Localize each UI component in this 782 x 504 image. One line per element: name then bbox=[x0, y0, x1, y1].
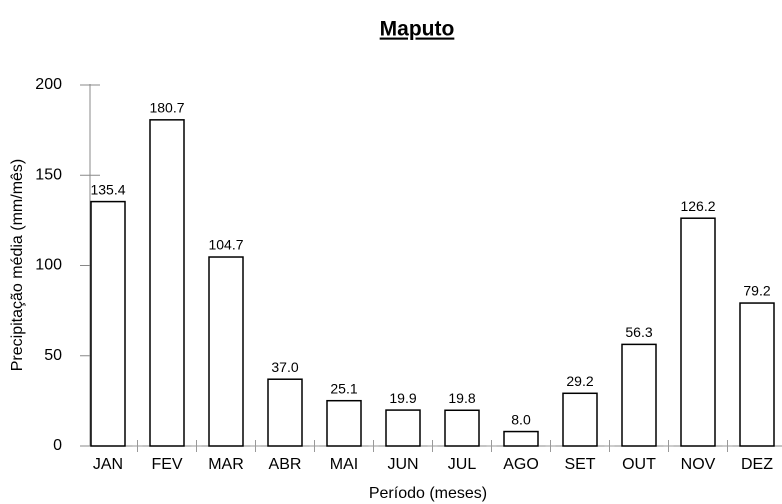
bar bbox=[149, 119, 185, 447]
value-label: 37.0 bbox=[271, 359, 298, 375]
bar bbox=[444, 409, 480, 447]
y-tick-label: 150 bbox=[35, 166, 62, 183]
x-axis-label: Período (meses) bbox=[369, 485, 487, 502]
x-tick-label: JUL bbox=[448, 456, 477, 473]
value-label: 25.1 bbox=[330, 380, 357, 396]
bar bbox=[90, 200, 126, 447]
x-tick-label: FEV bbox=[151, 456, 182, 473]
value-label: 19.8 bbox=[448, 390, 475, 406]
x-tick-label: JUN bbox=[387, 456, 418, 473]
bar bbox=[326, 399, 362, 447]
bar bbox=[208, 256, 244, 447]
value-label: 135.4 bbox=[90, 181, 125, 197]
bar bbox=[621, 343, 657, 447]
y-tick-label: 0 bbox=[53, 437, 62, 454]
bar bbox=[267, 378, 303, 447]
value-label: 104.7 bbox=[208, 237, 243, 253]
value-label: 29.2 bbox=[566, 373, 593, 389]
x-tick-label: MAR bbox=[208, 456, 244, 473]
bar bbox=[503, 430, 539, 447]
chart-title: Maputo bbox=[380, 18, 455, 41]
x-tick-label: SET bbox=[564, 456, 595, 473]
value-label: 8.0 bbox=[511, 411, 531, 427]
value-label: 126.2 bbox=[680, 198, 715, 214]
x-tick-label: ABR bbox=[269, 456, 302, 473]
y-tick-label: 50 bbox=[44, 347, 62, 364]
value-label: 56.3 bbox=[625, 324, 652, 340]
value-label: 180.7 bbox=[149, 100, 184, 116]
x-tick-label: NOV bbox=[681, 456, 716, 473]
x-tick-label: AGO bbox=[503, 456, 539, 473]
value-label: 79.2 bbox=[743, 283, 770, 299]
x-tick-label: MAI bbox=[330, 456, 358, 473]
y-tick-label: 100 bbox=[35, 257, 62, 274]
x-tick-label: DEZ bbox=[741, 456, 773, 473]
x-tick-label: JAN bbox=[93, 456, 123, 473]
y-axis-label: Precipitação média (mm/mês) bbox=[9, 159, 26, 372]
bar bbox=[385, 409, 421, 447]
bar bbox=[680, 217, 716, 447]
x-tick-label: OUT bbox=[622, 456, 656, 473]
bar bbox=[739, 302, 775, 447]
bar bbox=[562, 392, 598, 447]
y-tick-label: 200 bbox=[35, 76, 62, 93]
value-label: 19.9 bbox=[389, 390, 416, 406]
